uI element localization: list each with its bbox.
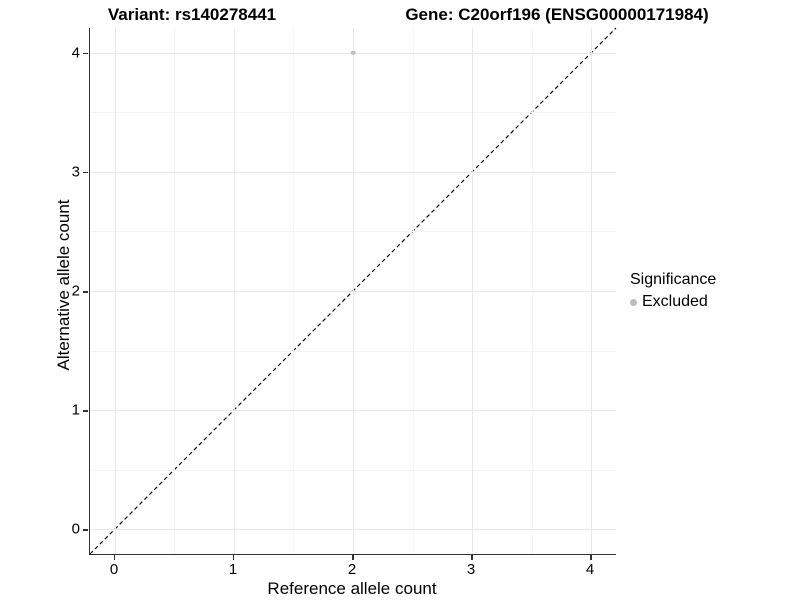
x-tick-label: 1: [228, 561, 238, 578]
legend-point-swatch: [630, 298, 637, 306]
y-tick-mark: [82, 291, 88, 293]
y-tick-mark: [82, 410, 88, 412]
y-tick-mark: [82, 52, 88, 55]
y-tick-label: 0: [71, 520, 80, 538]
y-major-gridline: [90, 291, 616, 292]
data-point: [350, 50, 356, 56]
y-tick-mark: [82, 529, 88, 531]
legend: Significance Excluded: [630, 271, 716, 311]
plot-panel: [89, 27, 617, 555]
y-tick-label: 3: [71, 163, 80, 181]
x-tick-mark: [590, 555, 592, 560]
x-tick-label: 4: [585, 561, 595, 578]
y-major-gridline: [90, 529, 616, 530]
x-axis-title: Reference allele count: [267, 579, 437, 598]
x-tick-label: 3: [466, 561, 476, 578]
y-tick-mark: [82, 171, 88, 174]
x-tick-mark: [232, 555, 235, 560]
x-tick-mark: [352, 555, 354, 560]
legend-items: Excluded: [630, 293, 716, 311]
variant-title: Variant: rs140278441: [107, 5, 277, 24]
legend-item-label: Excluded: [642, 293, 708, 310]
y-tick-label: 4: [71, 44, 80, 62]
x-tick-mark: [113, 555, 116, 560]
x-tick-mark: [471, 555, 473, 560]
gene-title: Gene: C20orf196 (ENSG00000171984): [405, 5, 709, 24]
y-major-gridline: [90, 171, 616, 173]
y-major-gridline: [90, 410, 616, 411]
legend-title: Significance: [630, 271, 717, 288]
legend-item: Excluded: [630, 293, 716, 311]
x-tick-label: 0: [109, 561, 119, 578]
y-tick-label: 2: [71, 282, 80, 300]
x-tick-label: 2: [347, 561, 357, 578]
y-tick-label: 1: [71, 401, 80, 419]
